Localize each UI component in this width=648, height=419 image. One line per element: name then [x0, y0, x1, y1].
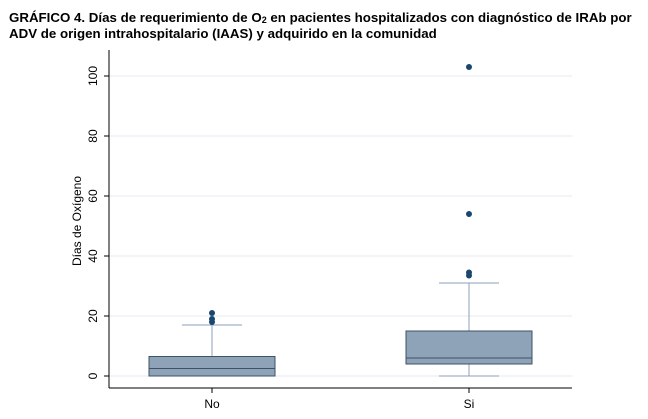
axes: 0 20 40 60 80 100 No Si [86, 50, 572, 411]
outlier-point [466, 64, 472, 70]
y-tick-label: 20 [86, 309, 100, 323]
outlier-point [209, 310, 215, 316]
box-si [405, 64, 533, 377]
chart-title-suffix: en pacientes hospitalizados con diagnóst… [9, 10, 632, 41]
outlier-point [466, 269, 472, 276]
y-tick-label: 0 [86, 372, 100, 379]
outlier-point [466, 211, 472, 217]
outlier-point [209, 316, 215, 322]
chart-title-subscript: 2 [261, 15, 267, 25]
y-axis-label: Días de Oxígeno [70, 176, 84, 266]
x-tick-label: Si [464, 397, 475, 411]
chart-title-prefix: GRÁFICO 4. Días de requerimiento de O [9, 10, 262, 25]
box-iqr [405, 330, 533, 365]
x-tick-label: No [204, 397, 220, 411]
box-no [148, 310, 276, 377]
chart-title: GRÁFICO 4. Días de requerimiento de O2 e… [9, 10, 645, 42]
y-tick-label: 60 [86, 189, 100, 203]
y-tick-label: 80 [86, 129, 100, 143]
y-tick-label: 40 [86, 249, 100, 263]
y-tick-label: 100 [86, 66, 100, 86]
boxes [148, 64, 533, 377]
box-iqr [148, 356, 276, 377]
